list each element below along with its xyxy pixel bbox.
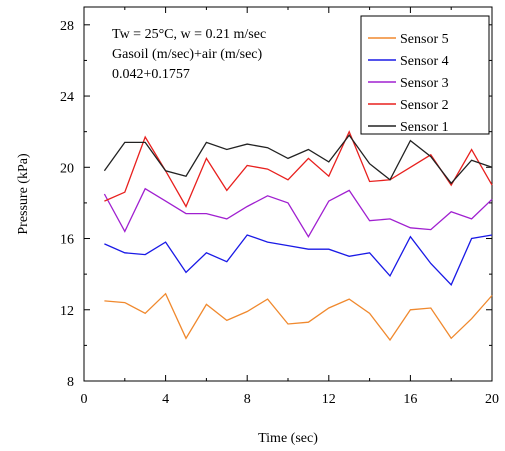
annotation-line-2: Gasoil (m/sec)+air (m/sec) [112,47,263,62]
series-line-sensor-1 [103,134,493,185]
legend-box [360,15,490,135]
series-line-sensor-2 [104,130,493,208]
series-line-sensor-3 [103,187,493,238]
x-tick-label: 12 [322,392,336,407]
series-lines [103,130,493,342]
annotation-line-3: 0.042+0.1757 [112,67,190,82]
series-line-sensor-4 [104,234,493,286]
legend: Sensor 5 Sensor 4 Sensor 3 Sensor 2 Sensor 1 [360,15,490,135]
x-tick-label: 0 [81,392,88,407]
y-axis-label: Pressure (kPa) [16,153,31,235]
y-tick-label: 28 [60,19,74,34]
legend-label: Sensor 4 [400,54,449,69]
y-tick-label: 16 [60,233,74,248]
y-tick-label: 24 [60,90,74,105]
axis-ticks [83,7,493,382]
y-tick-label: 20 [60,161,74,176]
y-tick-label: 8 [67,375,74,390]
legend-label: Sensor 2 [400,98,449,113]
annotation-line-1: Tw = 25°C, w = 0.21 m/sec [112,27,266,42]
x-tick-label: 8 [244,392,251,407]
legend-label: Sensor 5 [400,32,449,47]
y-tick-label: 12 [60,304,74,319]
legend-label: Sensor 1 [400,120,449,135]
legend-label: Sensor 3 [400,76,449,91]
x-axis-label: Time (sec) [258,431,318,446]
tick-labels: 0 4 8 12 16 20 8 12 16 20 24 28 [60,19,499,407]
x-tick-label: 4 [162,392,169,407]
x-tick-label: 20 [485,392,499,407]
series-line-sensor-5 [104,292,493,342]
x-tick-label: 16 [403,392,417,407]
